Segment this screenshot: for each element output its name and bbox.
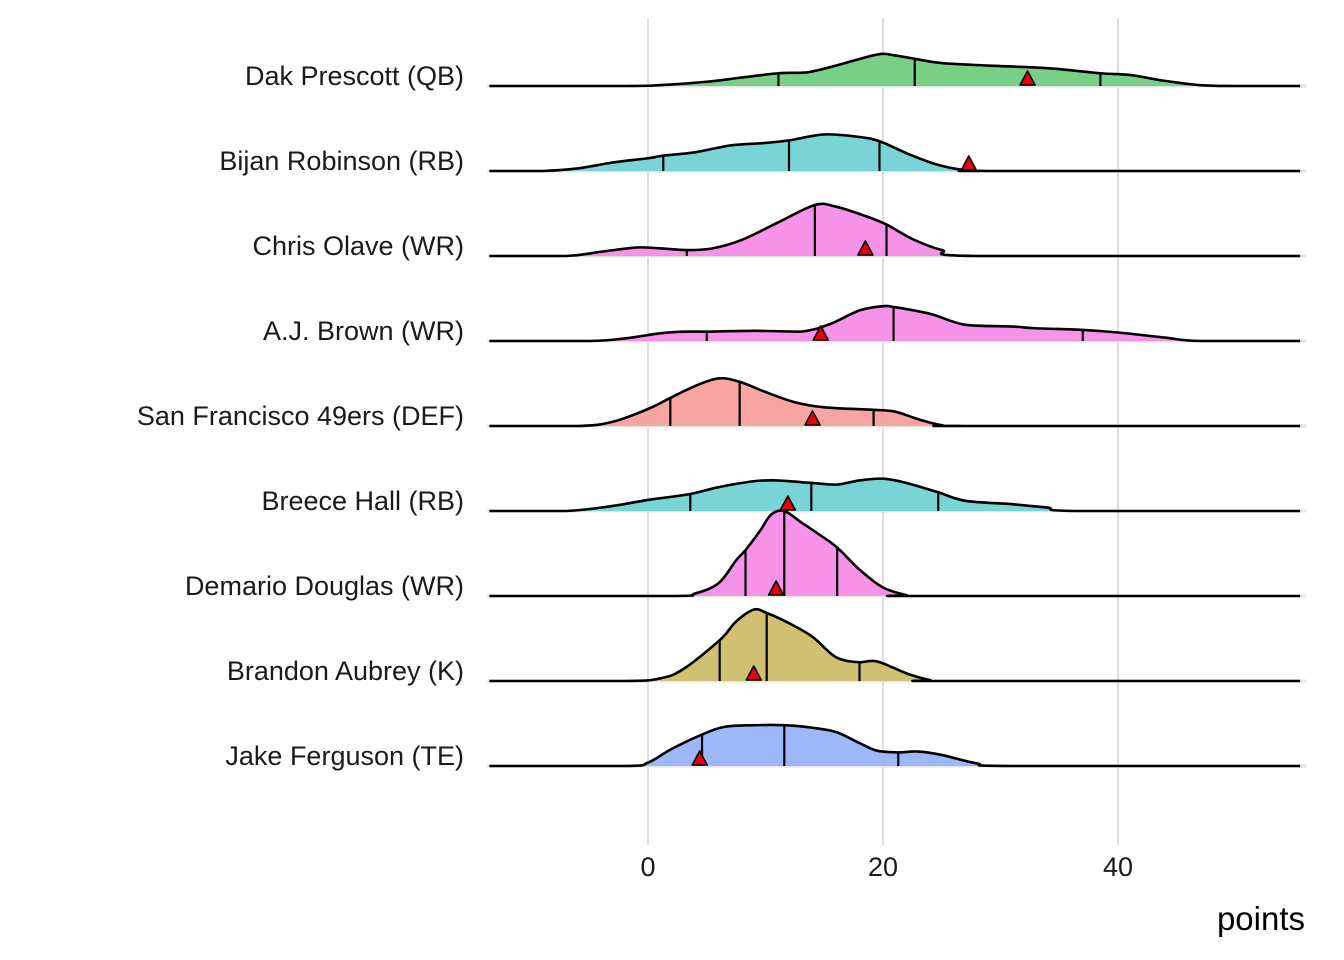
row-label: Dak Prescott (QB) bbox=[245, 61, 464, 91]
projection-marker bbox=[767, 580, 785, 596]
ridge-area bbox=[489, 134, 1301, 171]
ridge-group bbox=[489, 607, 1301, 683]
ridge-group bbox=[489, 304, 1301, 343]
row-label: Bijan Robinson (RB) bbox=[219, 146, 464, 176]
ridge-outline bbox=[489, 202, 1301, 258]
row-label: Demario Douglas (WR) bbox=[185, 571, 464, 601]
row-label: A.J. Brown (WR) bbox=[263, 316, 464, 346]
ridge-group bbox=[489, 376, 1301, 428]
x-axis-title: points bbox=[1217, 900, 1305, 937]
row-label: Jake Ferguson (TE) bbox=[225, 741, 464, 771]
projection-marker bbox=[812, 325, 830, 341]
x-tick-label: 20 bbox=[868, 852, 898, 882]
ridge-outline bbox=[489, 477, 1301, 513]
ridge-group bbox=[489, 202, 1301, 258]
ridge-group bbox=[489, 509, 1301, 598]
projection-marker bbox=[960, 155, 978, 171]
row-label: Breece Hall (RB) bbox=[261, 486, 464, 516]
row-labels: Dak Prescott (QB) Bijan Robinson (RB) Chri… bbox=[137, 61, 464, 771]
ridge-area bbox=[489, 510, 1301, 596]
row-label: San Francisco 49ers (DEF) bbox=[137, 401, 464, 431]
projection-marker bbox=[745, 665, 763, 681]
ridges bbox=[489, 52, 1301, 768]
ridge-group bbox=[489, 133, 1301, 173]
ridge-outline bbox=[489, 376, 1301, 428]
ridge-outline bbox=[489, 304, 1301, 343]
ridge-outline bbox=[489, 509, 1301, 598]
ridge-area bbox=[489, 53, 1301, 86]
ridge-area bbox=[489, 305, 1301, 341]
ridge-group bbox=[489, 723, 1301, 768]
row-label: Chris Olave (WR) bbox=[252, 231, 464, 261]
projection-marker bbox=[857, 240, 874, 256]
ridge-outline bbox=[489, 607, 1301, 683]
x-axis-ticks: 0 20 40 bbox=[640, 852, 1133, 882]
ridge-group bbox=[489, 52, 1301, 88]
ridge-area bbox=[489, 609, 1301, 681]
x-tick-label: 0 bbox=[640, 852, 655, 882]
projection-marker bbox=[779, 495, 797, 511]
projection-marker bbox=[1019, 70, 1036, 86]
ridge-outline bbox=[489, 723, 1301, 768]
ridge-area bbox=[489, 724, 1301, 766]
ridge-area bbox=[489, 378, 1301, 426]
projection-marker bbox=[691, 750, 708, 766]
x-tick-label: 40 bbox=[1103, 852, 1133, 882]
ridge-group bbox=[489, 477, 1301, 513]
ridge-outline bbox=[489, 52, 1301, 88]
row-label: Brandon Aubrey (K) bbox=[227, 656, 464, 686]
projection-marker bbox=[804, 410, 821, 426]
ridge-area bbox=[489, 478, 1301, 511]
